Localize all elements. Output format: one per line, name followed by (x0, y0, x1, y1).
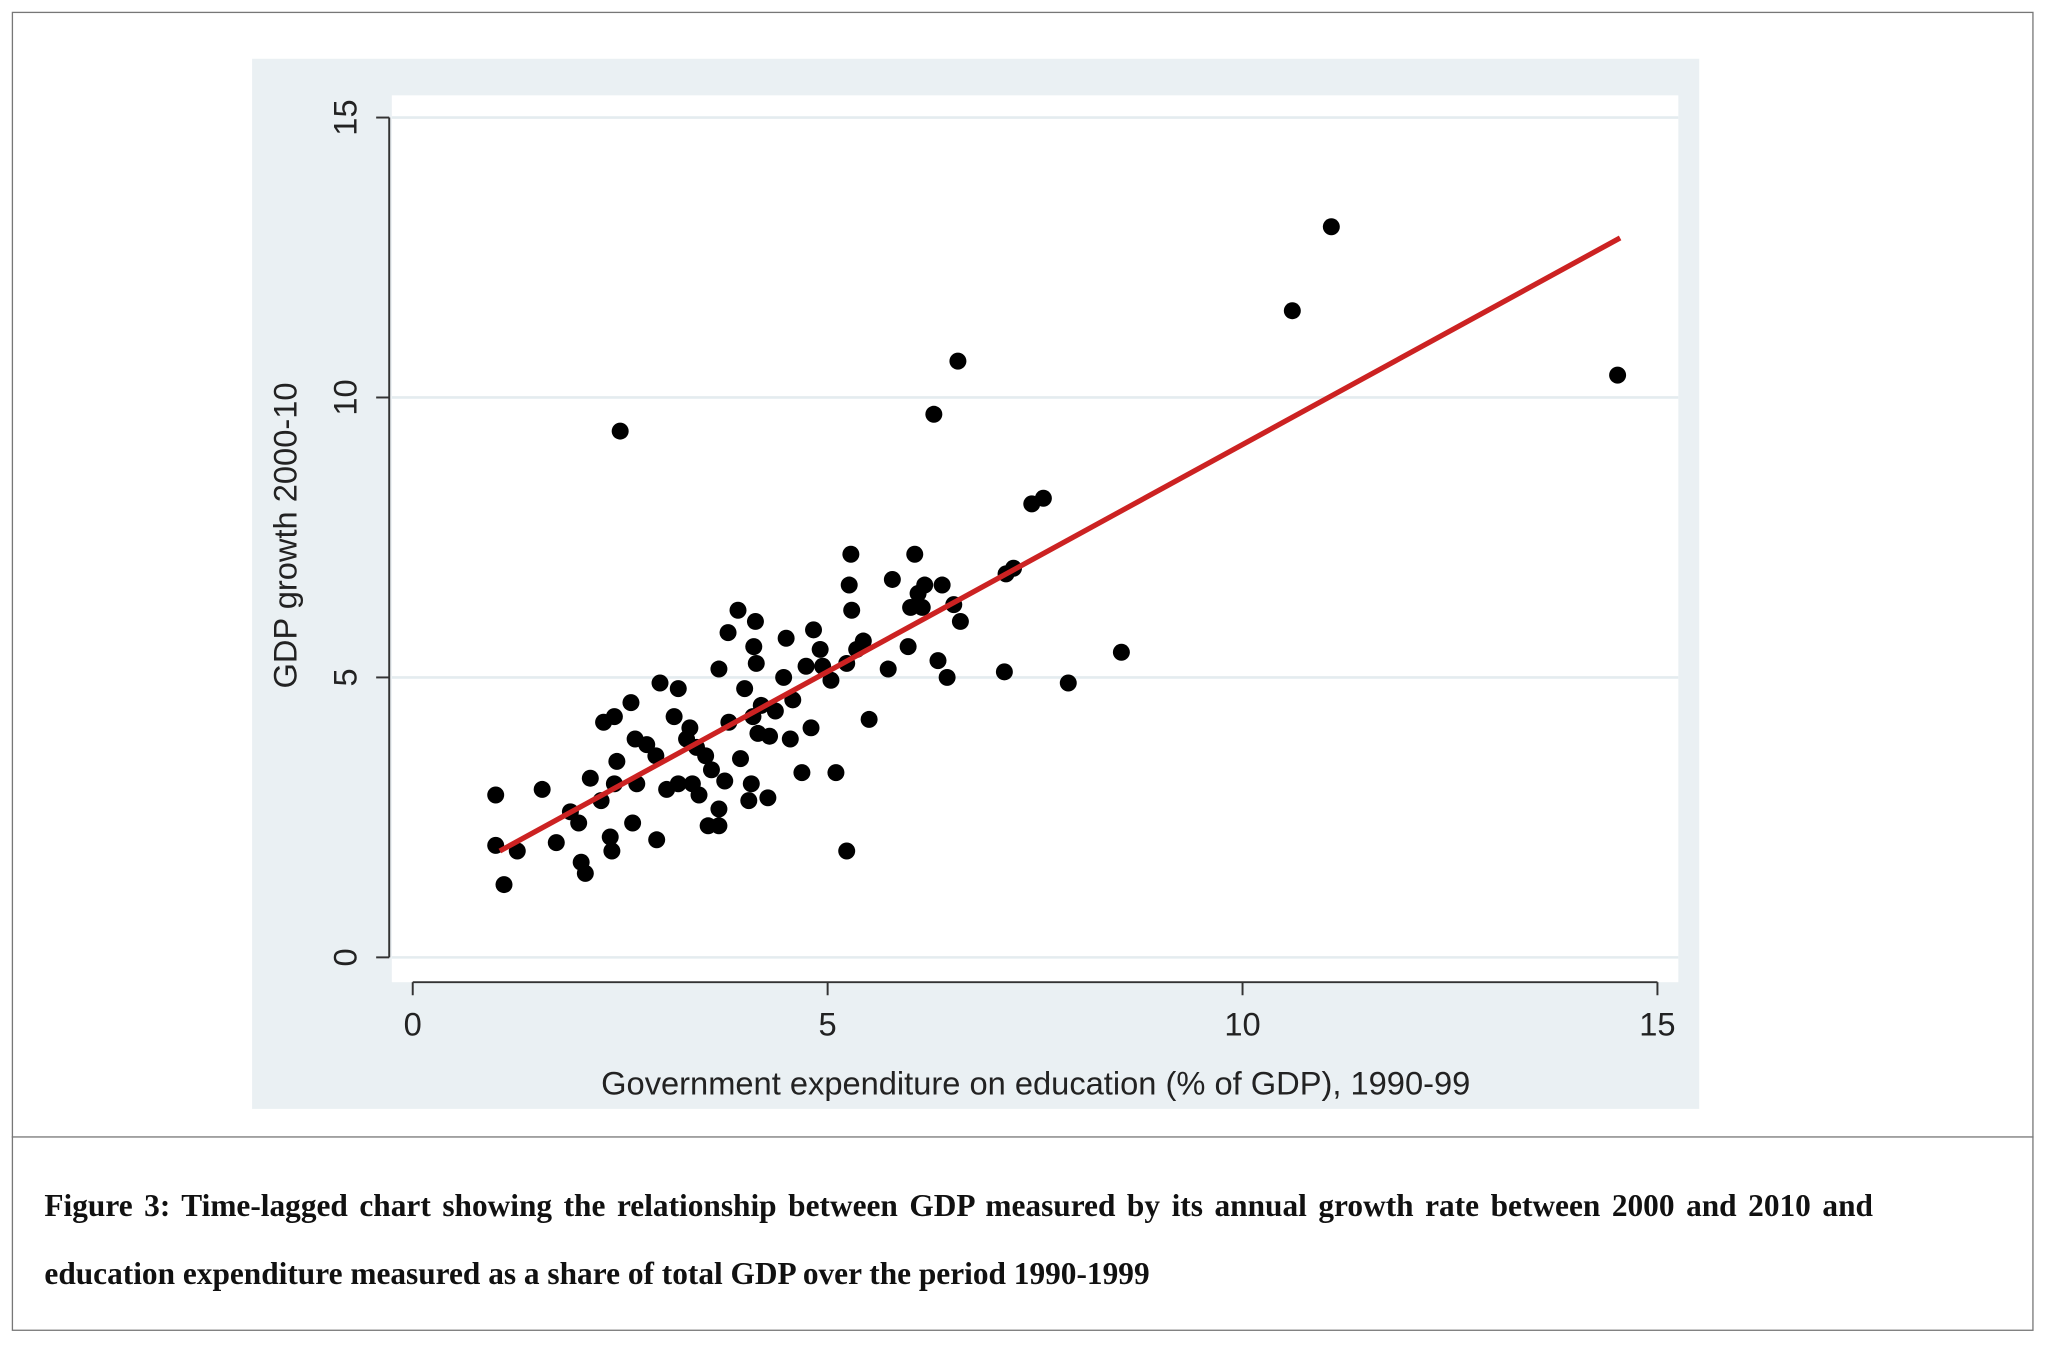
x-tick-label: 0 (404, 1006, 422, 1043)
data-point (740, 792, 758, 810)
x-tick-label: 15 (1639, 1006, 1675, 1043)
data-point (797, 657, 815, 675)
data-point (1059, 674, 1077, 692)
data-point (647, 747, 665, 765)
data-point (1034, 489, 1052, 507)
data-point (745, 638, 763, 656)
data-point (1322, 218, 1340, 236)
data-point (805, 621, 823, 639)
data-point (603, 842, 621, 860)
data-point (547, 834, 565, 852)
data-point (781, 730, 799, 748)
data-point (759, 789, 777, 807)
data-point (766, 702, 784, 720)
caption-divider (11, 1136, 2034, 1138)
data-point (938, 668, 956, 686)
data-point (622, 694, 640, 712)
data-point (842, 545, 860, 563)
data-point (747, 654, 765, 672)
data-point (883, 570, 901, 588)
plot-area (391, 95, 1679, 983)
data-point (802, 719, 820, 737)
x-tick-label: 5 (819, 1006, 837, 1043)
data-point (1112, 643, 1130, 661)
x-tick-label: 10 (1224, 1006, 1260, 1043)
data-point (793, 764, 811, 782)
data-point (879, 660, 897, 678)
data-point (777, 629, 795, 647)
data-point (581, 769, 599, 787)
data-point (732, 750, 749, 768)
data-point (605, 708, 623, 726)
data-point (1609, 366, 1627, 384)
data-point (710, 817, 728, 835)
tick-labels: 0 5 10 15 0 5 10 15 (327, 99, 1676, 1042)
data-point (860, 710, 878, 728)
data-point (854, 632, 872, 650)
data-point (697, 747, 715, 765)
data-point (995, 663, 1013, 681)
fit-line (498, 235, 1622, 854)
data-point (761, 727, 779, 745)
data-point (933, 576, 951, 594)
y-axis-label: GDP growth 2000-10 (266, 382, 303, 688)
data-point (495, 876, 513, 894)
data-point (746, 612, 764, 630)
data-point (827, 764, 845, 782)
data-point (840, 576, 858, 594)
axes (376, 116, 1659, 996)
data-point (608, 752, 626, 770)
data-point (929, 652, 947, 670)
data-point (651, 674, 669, 692)
scatter-chart: 0 5 10 15 0 5 10 15 Government expenditure on e… (252, 58, 1700, 1109)
data-point (669, 680, 687, 698)
y-tick-label: 15 (327, 99, 364, 135)
data-point (843, 601, 861, 619)
data-point (533, 780, 551, 798)
data-point (710, 660, 728, 678)
data-point (906, 545, 924, 563)
data-point (822, 671, 840, 689)
data-point (710, 800, 728, 818)
data-point (951, 612, 969, 630)
y-tick-label: 5 (327, 668, 364, 686)
y-tick-label: 0 (327, 948, 364, 966)
data-point (487, 786, 505, 804)
data-point (736, 680, 754, 698)
data-point (899, 638, 917, 656)
data-point (742, 775, 760, 793)
data-point (811, 640, 829, 658)
figure-frame (11, 11, 2034, 1331)
data-point (729, 601, 747, 619)
data-point (925, 405, 943, 423)
data-point (624, 814, 642, 832)
data-point (916, 576, 934, 594)
data-point (1283, 302, 1301, 320)
data-point (690, 786, 708, 804)
data-point (775, 668, 793, 686)
data-point (570, 814, 588, 832)
data-point (648, 831, 666, 849)
data-point (638, 736, 656, 754)
data-point (681, 719, 699, 737)
data-point (611, 422, 629, 440)
data-point (838, 842, 856, 860)
data-point (716, 772, 734, 790)
data-point (913, 598, 931, 616)
data-point (949, 352, 967, 370)
data-point (702, 761, 720, 779)
gridlines (391, 116, 1679, 959)
figure-caption: Figure 3: Time-lagged chart showing the … (44, 1189, 1873, 1292)
y-tick-label: 10 (327, 379, 364, 415)
data-point (665, 708, 683, 726)
data-point (576, 864, 594, 882)
x-axis-label: Government expenditure on education (% o… (601, 1065, 1470, 1102)
data-point (669, 775, 687, 793)
data-point (601, 828, 619, 846)
data-point (719, 624, 737, 642)
data-point (902, 598, 920, 616)
